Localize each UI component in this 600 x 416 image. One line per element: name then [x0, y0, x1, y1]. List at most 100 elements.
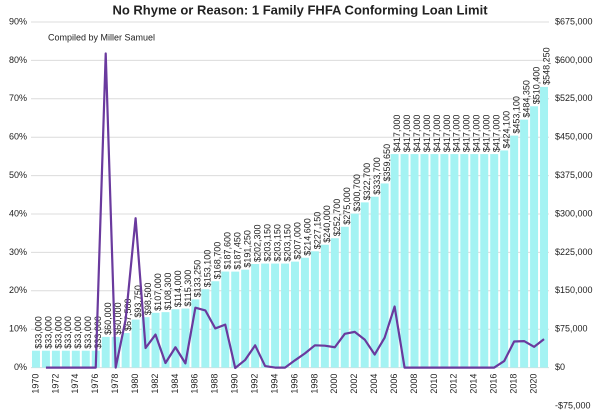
bar	[151, 312, 160, 368]
bar-label: $417,000	[492, 115, 502, 153]
grid	[31, 21, 549, 369]
bar	[470, 154, 479, 368]
bar-label: $453,100	[512, 96, 522, 134]
bar-label: $417,000	[462, 115, 472, 153]
x-tick-label: 2018	[509, 374, 519, 394]
bar-label: $548,250	[541, 47, 551, 85]
bar-label: $60,000	[103, 302, 113, 335]
bar-label: $322,700	[362, 163, 372, 201]
x-tick-label: 2012	[449, 374, 459, 394]
bar	[231, 271, 240, 368]
bar	[221, 271, 230, 368]
x-tick-label: 1976	[90, 374, 100, 394]
x-tick-label: 1970	[30, 374, 40, 394]
x-tick-label: 2010	[429, 374, 439, 394]
bar	[500, 150, 509, 368]
bar-label: $107,000	[153, 273, 163, 311]
bar-label: $187,600	[223, 232, 233, 270]
bar	[171, 309, 180, 368]
y2-tick-label: $225,000	[555, 247, 593, 257]
bar-label: $60,000	[113, 302, 123, 335]
x-tick-label: 2004	[369, 374, 379, 394]
bar-label: $417,000	[482, 115, 492, 153]
bar	[290, 261, 299, 368]
bar	[31, 350, 40, 368]
bar-label: $207,000	[292, 222, 302, 260]
bar	[420, 154, 429, 368]
bar	[350, 213, 359, 368]
y-tick-label: 30%	[9, 247, 27, 257]
bar	[271, 263, 280, 368]
bar-label: $133,250	[193, 260, 203, 298]
y2-tick-label: $0	[555, 362, 565, 372]
bar-label: $203,150	[282, 224, 292, 262]
x-tick-label: 1988	[210, 374, 220, 394]
bar	[51, 350, 60, 368]
bar-label: $417,000	[412, 115, 422, 153]
bar-label: $252,700	[332, 199, 342, 237]
bar	[41, 350, 50, 368]
bar-label: $115,300	[183, 270, 193, 307]
bar	[480, 154, 489, 368]
bar-label: $33,000	[33, 316, 43, 349]
x-tick-label: 2006	[389, 374, 399, 394]
bar-label: $417,000	[392, 115, 402, 153]
bar-label: $417,000	[422, 115, 432, 153]
bar-label: $359,650	[382, 144, 392, 182]
x-tick-label: 1992	[250, 374, 260, 394]
bar	[211, 281, 220, 368]
bar-label: $417,000	[432, 115, 442, 153]
y-tick-label: 0%	[14, 362, 27, 372]
bar	[530, 106, 539, 368]
bar-label: $240,000	[322, 205, 332, 243]
bar	[131, 319, 140, 368]
bar	[400, 154, 409, 368]
chart-subtitle: Compiled by Miller Samuel	[48, 32, 155, 42]
y-tick-label: 50%	[9, 170, 27, 180]
bar-label: $424,100	[502, 111, 512, 149]
x-tick-label: 1982	[150, 374, 160, 394]
bar	[261, 263, 270, 368]
bar	[440, 154, 449, 368]
bar	[161, 312, 170, 368]
x-tick-label: 1994	[269, 374, 279, 394]
y2-tick-label: $75,000	[555, 324, 588, 334]
x-tick-label: 1998	[309, 374, 319, 394]
bar-label: $484,350	[521, 80, 531, 118]
bar	[241, 269, 250, 368]
bar	[81, 350, 90, 368]
x-tick-label: 1980	[130, 374, 140, 394]
x-tick-label: 2008	[409, 374, 419, 394]
y-tick-label: 70%	[9, 93, 27, 103]
y2-tick-label: -$75,000	[555, 400, 591, 410]
bar	[430, 154, 439, 368]
bar-label: $33,000	[43, 316, 53, 349]
x-tick-label: 2016	[489, 374, 499, 394]
y2-tick-label: $300,000	[555, 208, 593, 218]
bar	[300, 257, 309, 368]
bar-label: $275,000	[342, 187, 352, 225]
x-tick-label: 1972	[50, 374, 60, 394]
bar-label: $214,600	[302, 218, 312, 256]
bar-label: $191,250	[243, 230, 253, 268]
y-tick-label: 20%	[9, 285, 27, 295]
bar	[320, 244, 329, 368]
y2-tick-label: $525,000	[555, 93, 593, 103]
bar	[181, 308, 190, 368]
bar-label: $202,300	[253, 224, 263, 262]
x-tick-label: 1990	[230, 374, 240, 394]
bar	[310, 251, 319, 368]
bar	[251, 264, 260, 368]
y2-tick-label: $150,000	[555, 285, 593, 295]
bar	[101, 336, 110, 368]
bar-label: $67,500	[123, 298, 133, 331]
bar-label: $153,100	[203, 250, 213, 288]
bar	[370, 196, 379, 368]
bar	[61, 350, 70, 368]
bar	[520, 119, 529, 368]
x-tick-label: 1984	[170, 374, 180, 394]
bar	[360, 202, 369, 368]
bar-label: $33,000	[53, 316, 63, 349]
